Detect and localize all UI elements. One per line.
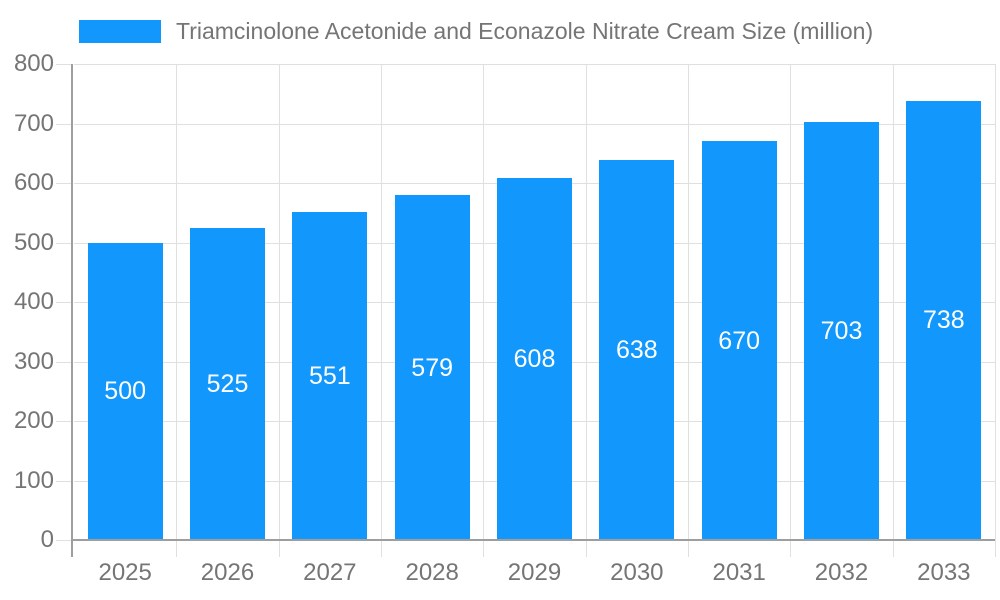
y-axis-label: 600 [13,169,54,196]
legend[interactable]: Triamcinolone Acetonide and Econazole Ni… [79,18,873,45]
x-axis-tick [892,540,894,557]
y-axis-label: 400 [13,288,54,315]
x-axis-tick [995,540,996,557]
gridline-vertical [381,64,382,540]
x-axis-tick [483,540,485,557]
gridline-vertical [995,64,996,540]
bar-2029[interactable] [497,178,572,540]
bar-2028[interactable] [394,195,470,540]
x-axis-label: 2031 [712,559,766,586]
gridline-vertical [483,64,485,540]
gridline-vertical [176,64,178,540]
y-axis-label: 800 [13,50,54,77]
bar-2033[interactable] [906,100,982,540]
y-axis-tick [56,183,72,184]
x-axis-label: 2033 [917,559,971,586]
y-axis-tick [56,480,72,482]
x-axis-tick [585,540,587,557]
y-axis-tick [56,242,72,244]
x-axis-label: 2029 [507,559,562,586]
y-axis-label: 500 [13,228,54,256]
x-axis-tick [381,540,382,557]
y-axis-label: 200 [13,407,54,434]
bar-2027[interactable] [292,212,368,540]
gridline-vertical [278,64,280,540]
x-axis-tick [176,540,178,557]
x-axis-label: 2028 [405,559,459,586]
gridline-horizontal [74,64,995,65]
y-axis-label: 300 [13,347,54,375]
bar-2032[interactable] [804,121,879,540]
y-axis-label: 700 [13,109,54,137]
x-axis-tick [278,540,280,557]
y-axis-tick [56,540,72,541]
bar-2031[interactable] [701,141,777,540]
gridline-vertical [892,64,894,540]
y-axis-tick [56,302,72,303]
gridline-vertical [790,64,792,540]
y-axis-tick [56,421,72,422]
gridline-vertical [585,64,587,540]
y-axis-tick [56,123,72,125]
legend-series-label[interactable]: Triamcinolone Acetonide and Econazole Ni… [176,18,874,44]
legend-swatch[interactable] [79,20,161,43]
x-axis-label: 2025 [98,559,152,586]
y-axis-tick [56,64,72,65]
y-axis-tick [56,361,72,363]
y-axis-label: 0 [40,526,54,553]
bar-2030[interactable] [599,160,675,540]
x-axis-label: 2026 [200,559,255,586]
x-axis-tick [688,540,689,557]
x-axis-label: 2027 [303,559,357,586]
gridline-vertical [688,64,689,540]
bar-2026[interactable] [190,227,265,540]
x-axis-tick [790,540,792,557]
x-axis-label: 2030 [610,559,664,586]
y-axis-line [71,64,73,557]
x-axis-label: 2032 [814,559,869,586]
y-axis-label: 100 [13,466,54,494]
bar-2025[interactable] [87,242,163,540]
